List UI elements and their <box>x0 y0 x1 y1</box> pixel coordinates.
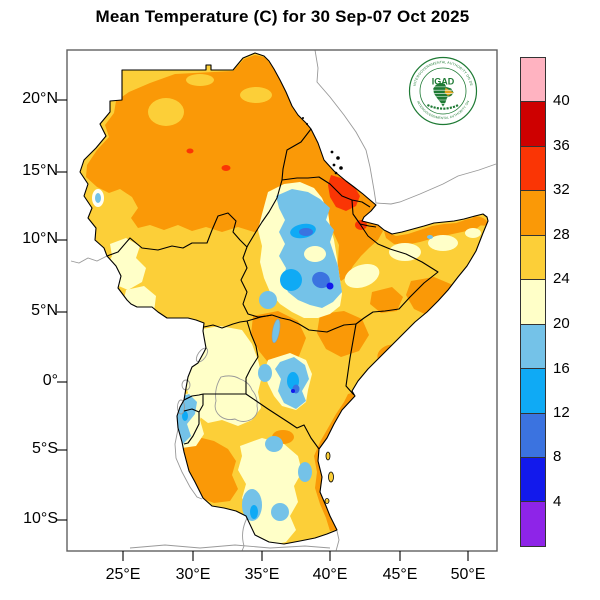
rwanda-burundi-borders <box>183 393 204 445</box>
x-tick-label: 30°E <box>175 566 211 583</box>
y-tick-label: 10°S <box>23 510 58 527</box>
colorbar-swatch <box>521 457 545 503</box>
colorbar-swatch <box>521 235 545 281</box>
colorbar-label: 20 <box>553 315 570 332</box>
colorbar-swatch <box>521 146 545 192</box>
sudan-ethiopia-border <box>246 179 283 248</box>
x-tick-label: 50°E <box>450 566 486 583</box>
arabia-coastline <box>314 49 497 205</box>
colorbar-swatch <box>521 191 545 236</box>
colorbar-label: 32 <box>553 181 570 198</box>
colorbar-label: 8 <box>553 448 562 465</box>
colorbar-label: 16 <box>553 360 570 377</box>
colorbar-label: 36 <box>553 137 570 154</box>
lake-albert <box>195 347 209 363</box>
country-borders-layer <box>79 52 489 545</box>
x-tick-label: 40°E <box>312 566 348 583</box>
colorbar-swatch <box>521 324 545 370</box>
y-tick-label: 5°N <box>31 302 58 319</box>
uganda-kenya-border <box>245 320 259 394</box>
mozambique-coast <box>335 530 340 552</box>
southsudan-uganda-kenya-border <box>203 314 273 329</box>
colorbar-label: 40 <box>553 92 570 109</box>
highland-pale-pocket <box>304 246 326 262</box>
colorbar-swatch <box>521 413 545 458</box>
x-tick-label: 35°E <box>244 566 280 583</box>
y-tick-label: 10°N <box>22 230 58 247</box>
y-tick-label: 5°S <box>32 440 58 457</box>
colorbar-label: 24 <box>553 270 570 287</box>
colorbar-label: 4 <box>553 493 562 510</box>
neighbor-outlines-layer <box>70 49 497 552</box>
ethiopia-kenya-border <box>271 314 357 333</box>
sudan-eritrea-border <box>281 128 312 181</box>
igad-outer-border <box>79 52 489 545</box>
lake-tanganyika-west-shore <box>174 428 203 500</box>
colorbar-swatch <box>521 502 545 546</box>
y-tick-label: 20°N <box>22 90 58 107</box>
kenya-somalia-border <box>345 323 357 396</box>
colorbar-swatch <box>521 369 545 414</box>
tanzania-north-borders <box>203 393 320 450</box>
colorbar-swatch <box>521 58 545 103</box>
axis-ticks <box>57 99 469 561</box>
colorbar-label: 28 <box>553 226 570 243</box>
horn-of-africa-highlight <box>444 87 454 96</box>
y-tick-label: 0° <box>42 372 58 389</box>
temp-zone-4-8 <box>291 282 334 393</box>
x-tick-label: 45°E <box>382 566 418 583</box>
temp-zone-24-28-islands <box>148 74 272 126</box>
colorbar-swatch <box>521 280 545 325</box>
lake-kivu <box>177 399 185 415</box>
lake-turkana <box>271 318 281 344</box>
lake-victoria <box>214 375 258 422</box>
ethiopia-somalia-border <box>355 223 439 325</box>
plot-frame <box>57 49 498 561</box>
sudan-southsudan-border <box>106 212 248 257</box>
islands-layer <box>302 117 343 504</box>
igad-logo: INTERGOVERNMENTAL AUTHORITY ON DEVELOPME… <box>408 56 478 126</box>
temp-zone-8-12 <box>292 228 330 394</box>
jebel-marra-core <box>95 193 101 203</box>
logo-acronym: IGAD <box>432 76 455 86</box>
chad-car-border <box>70 255 108 264</box>
colorbar-swatch <box>521 102 545 147</box>
y-tick-label: 15°N <box>22 162 58 179</box>
colorbar-label: 12 <box>553 404 570 421</box>
chart-title: Mean Temperature (C) for 30 Sep-07 Oct 2… <box>95 7 470 26</box>
eritrea-djibouti-borders <box>281 176 377 228</box>
colorbar <box>520 57 546 547</box>
southern-neighbor-borders <box>129 544 331 549</box>
x-tick-label: 25°E <box>105 566 141 583</box>
